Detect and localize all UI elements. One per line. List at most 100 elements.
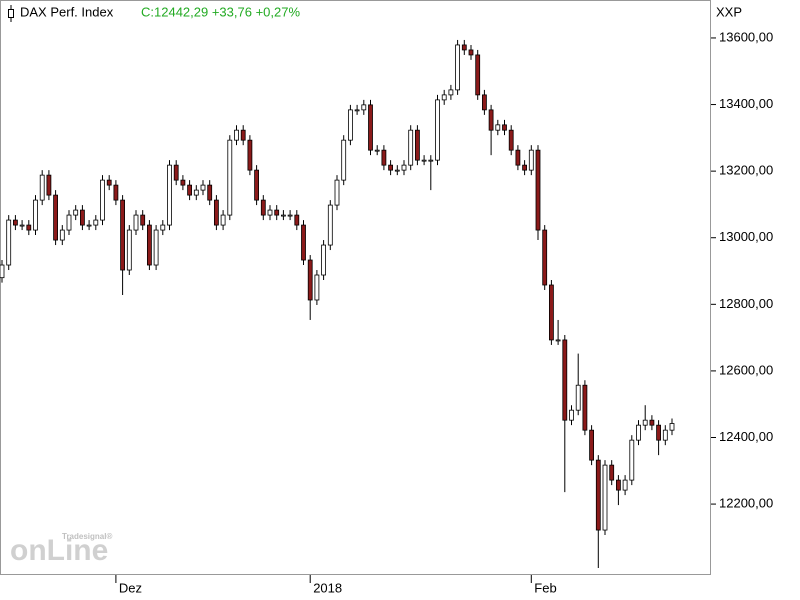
candle-body — [6, 219, 12, 266]
y-tick-label: 13000,00 — [719, 229, 773, 244]
candle-body — [46, 174, 52, 196]
candle-body — [173, 164, 179, 181]
candle-body — [508, 129, 514, 151]
y-tick-label: 12800,00 — [719, 296, 773, 311]
candle-body — [193, 189, 199, 196]
candle-body — [73, 209, 79, 216]
candle-body — [267, 209, 273, 216]
candle-body — [354, 109, 360, 112]
candle-body — [555, 339, 561, 342]
candle-body — [421, 159, 427, 162]
candle-body — [394, 169, 400, 172]
x-tick-label: Feb — [534, 580, 556, 595]
quote: C:12442,29 +33,76 +0,27% — [141, 4, 300, 19]
candle-body — [535, 149, 541, 231]
candle-body — [468, 49, 474, 56]
candle-body — [207, 184, 213, 201]
candle-body — [106, 179, 112, 186]
candle-body — [0, 264, 5, 279]
candle-body — [562, 339, 568, 421]
chart-title: DAX Perf. Index — [20, 4, 114, 19]
y-tick-label: 13400,00 — [719, 96, 773, 111]
candle-body — [582, 384, 588, 431]
candle-body — [341, 139, 347, 181]
candle-body — [80, 209, 85, 226]
candle-body — [488, 109, 494, 131]
y-tick-label: 12600,00 — [719, 362, 773, 377]
candle-body — [656, 424, 661, 441]
candle-body — [662, 429, 668, 441]
candle-body — [301, 224, 306, 261]
candle-body — [609, 464, 615, 481]
candle-body — [629, 439, 635, 481]
candle-body — [401, 164, 407, 171]
candle-body — [254, 169, 260, 201]
candle-body — [522, 164, 527, 171]
candle-body — [307, 259, 313, 301]
candle-body — [53, 194, 58, 241]
candle-body — [180, 179, 186, 186]
candle-body — [200, 184, 206, 191]
legend-icon — [8, 5, 14, 22]
candle-body — [408, 129, 414, 166]
y-tick-label: 12200,00 — [719, 496, 773, 511]
candle-body — [33, 199, 38, 231]
candle-body — [334, 179, 340, 206]
plot-area — [0, 0, 711, 575]
candle-body — [649, 419, 655, 426]
axis-label: XXP — [716, 4, 742, 19]
candle-body — [636, 424, 641, 441]
candle-body — [12, 219, 18, 226]
candle-body — [549, 284, 554, 341]
candle-body — [274, 209, 280, 216]
candle-body — [502, 124, 507, 131]
candle-body — [39, 174, 45, 201]
candle-body — [622, 479, 628, 491]
x-tick-label: 2018 — [313, 580, 342, 595]
candle-body — [247, 139, 253, 171]
candle-body — [227, 139, 233, 216]
candle-body — [475, 54, 481, 96]
candle-body — [133, 214, 139, 231]
candle-body — [160, 224, 166, 231]
candle-body — [569, 409, 574, 421]
y-tick-label: 13600,00 — [719, 29, 773, 44]
candle-body — [455, 44, 461, 91]
candle-body — [287, 214, 293, 217]
candle-body — [86, 224, 92, 227]
candle-body — [495, 124, 501, 131]
candle-body — [140, 214, 146, 226]
candle-body — [19, 224, 25, 227]
candle-body — [66, 214, 72, 231]
candle-body — [100, 179, 105, 221]
candle-body — [361, 104, 367, 111]
candle-body — [167, 164, 172, 226]
candle-body — [327, 204, 333, 246]
candle-body — [381, 149, 387, 166]
candle-body — [126, 229, 132, 271]
watermark-sub: Tradesignal® — [62, 532, 112, 541]
candle-body — [616, 479, 621, 491]
candle-body — [240, 129, 246, 141]
candle-body — [368, 104, 373, 151]
candle-body — [93, 219, 99, 226]
candle-body — [113, 184, 119, 201]
candle-body — [435, 99, 440, 161]
candle-body — [589, 429, 594, 461]
candle-body — [461, 44, 467, 51]
candle-body — [428, 159, 434, 162]
candle-body — [602, 464, 608, 531]
candle-body — [374, 149, 380, 152]
candle-body — [642, 419, 648, 426]
candle-body — [321, 244, 327, 276]
candle-body — [575, 384, 581, 411]
candle-body — [280, 214, 286, 217]
candle-body — [414, 129, 420, 161]
candle-body — [448, 89, 454, 96]
candle-body — [669, 423, 675, 431]
candle-body — [26, 224, 32, 231]
candle-body — [528, 149, 534, 171]
candle-body — [234, 129, 239, 141]
candle-body — [59, 229, 65, 241]
